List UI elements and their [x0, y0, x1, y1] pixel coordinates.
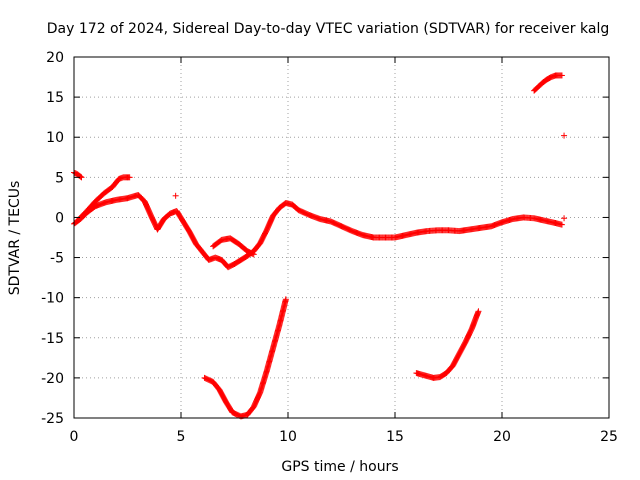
x-tick-label: 10 — [279, 429, 297, 445]
y-tick-label: -25 — [41, 411, 64, 427]
data-point — [561, 215, 568, 222]
x-tick-label: 0 — [70, 429, 79, 445]
data-point — [558, 72, 565, 79]
y-tick-label: 10 — [46, 130, 64, 146]
x-tick-label: 20 — [493, 429, 511, 445]
axis-ticks: 0 5 10 15 20 25 -25 -20 -15 -10 -5 0 5 10 15 20 — [41, 50, 618, 445]
y-tick-label: 0 — [55, 210, 64, 226]
y-tick-label: -15 — [41, 331, 64, 347]
plot-frame — [73, 56, 610, 419]
y-axis-label: SDTVAR / TECUs — [7, 181, 23, 296]
y-tick-label: -20 — [41, 371, 64, 387]
data-point — [561, 132, 568, 139]
data-point — [475, 308, 482, 315]
y-tick-label: 5 — [55, 170, 64, 186]
data-point — [126, 174, 133, 181]
data-point — [172, 192, 179, 199]
x-tick-label: 25 — [600, 429, 618, 445]
x-tick-label: 15 — [386, 429, 404, 445]
data-point — [77, 173, 84, 180]
data-point — [250, 251, 257, 258]
y-tick-label: 20 — [46, 50, 64, 66]
data-point — [282, 296, 289, 303]
plot-area — [71, 72, 568, 420]
data-point — [249, 250, 256, 257]
data-point — [558, 221, 565, 228]
x-axis-label: GPS time / hours — [281, 459, 398, 475]
y-tick-label: -10 — [41, 291, 64, 307]
y-tick-label: 15 — [46, 90, 64, 106]
x-tick-label: 5 — [177, 429, 186, 445]
y-tick-label: -5 — [50, 251, 64, 267]
chart-title: Day 172 of 2024, Sidereal Day-to-day VTE… — [47, 21, 609, 37]
grid-lines — [74, 57, 609, 418]
